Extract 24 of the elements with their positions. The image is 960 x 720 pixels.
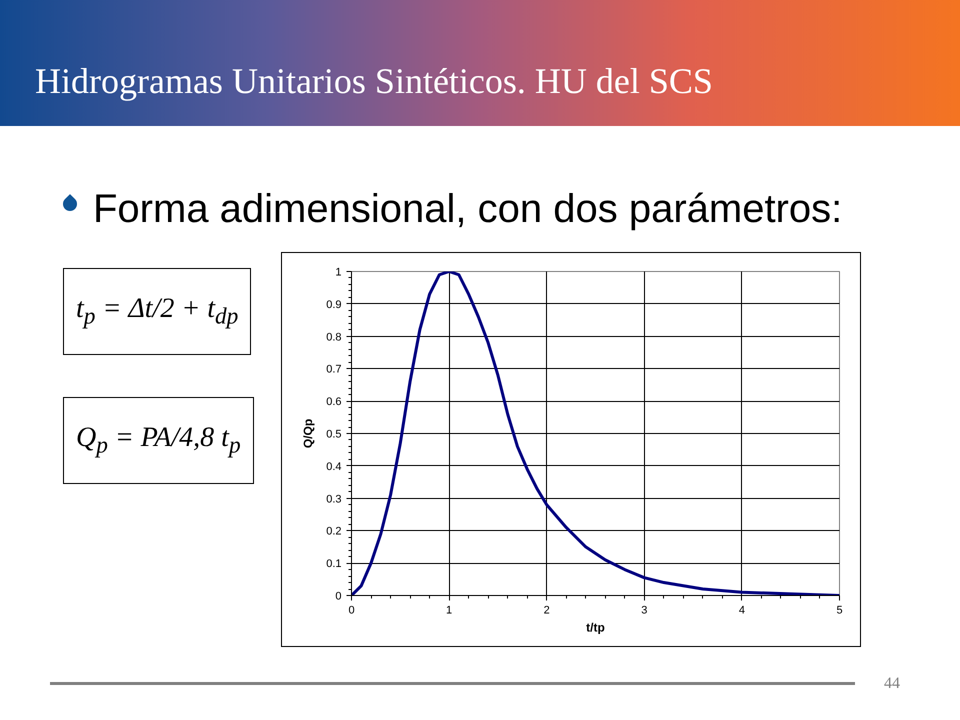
x-axis-title: t/tp [586,620,605,634]
x-tick-label: 3 [641,604,648,616]
y-tick-label: 0.5 [326,428,342,440]
text: Q$_{p}$ = PA/4,8 t$_{p}$ [63,397,254,484]
text: t$_{p}$ = Δt/2 + t$_{dp}$ [63,268,252,355]
x-tick-label: 0 [348,604,355,616]
chart-title: Hidrogramas Unitarios Sintéticos. HU del SCS [35,60,713,103]
chart-subtitle: Forma adimensional, con dos parámetros: [93,186,842,233]
y-tick-label: 0.2 [326,526,342,538]
y-tick-label: 0.3 [326,493,342,506]
x-tick-label: 5 [836,604,843,616]
y-tick-label: 0.6 [326,396,342,408]
y-tick-label: 0.4 [326,460,342,473]
x-tick-label: 2 [544,604,550,616]
x-tick-label: 4 [738,604,745,616]
text: 44 [884,674,900,694]
y-tick-label: 0.7 [326,364,342,376]
y-axis-title: Q/Qp [301,418,316,448]
y-tick-label: 1 [335,266,342,278]
y-tick-label: 0.8 [326,331,342,344]
x-tick-label: 1 [446,604,452,616]
y-tick-label: 0 [335,590,342,602]
y-tick-label: 0.9 [326,298,342,311]
y-tick-label: 0.1 [326,558,342,570]
